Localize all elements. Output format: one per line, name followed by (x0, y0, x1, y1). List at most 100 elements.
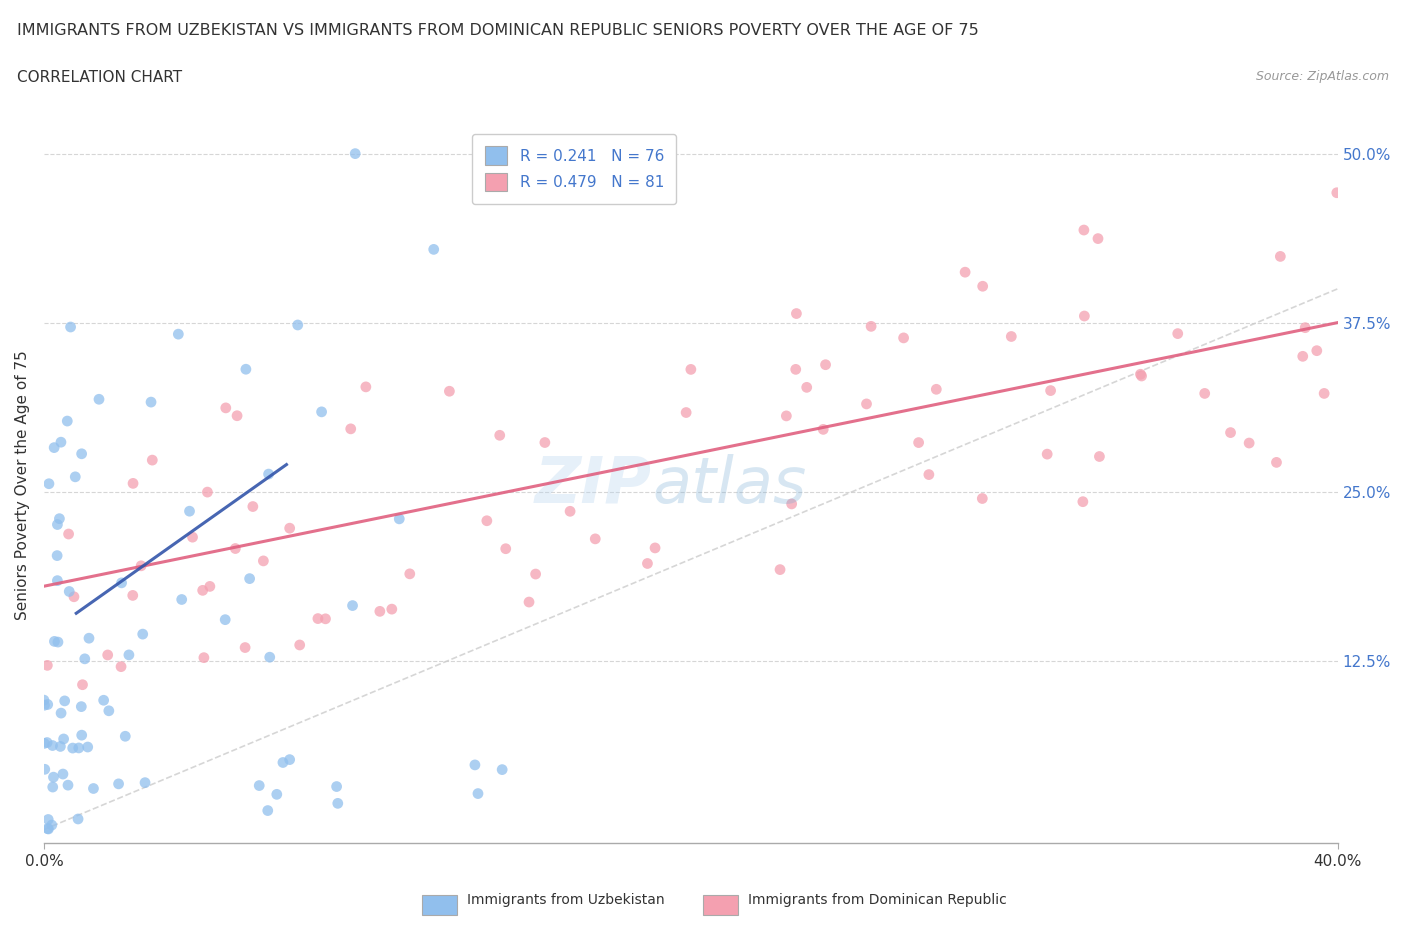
Point (37, 821, 59, 836)
Point (1306, 343, 1329, 358)
Point (134, 776, 156, 790)
Point (534, 435, 557, 450)
Point (1270, 249, 1292, 264)
Point (32, 736, 55, 751)
Point (775, 408, 797, 423)
Point (97, 703, 120, 718)
Point (344, 146, 367, 161)
Point (239, 571, 262, 586)
Point (70, 446, 93, 461)
Point (259, 650, 281, 665)
Point (56, 414, 79, 429)
Point (46, 517, 69, 532)
Point (1036, 446, 1059, 461)
Point (339, 421, 361, 436)
Point (368, 604, 391, 618)
Point (56, 777, 79, 792)
Point (34, 698, 56, 712)
Point (1313, 386, 1336, 401)
Point (278, 521, 301, 536)
Point (129, 558, 152, 573)
Point (1167, 326, 1189, 341)
Point (893, 330, 915, 345)
Point (170, 592, 193, 607)
Point (1087, 232, 1109, 246)
Point (215, 401, 238, 416)
Point (226, 408, 249, 423)
Point (58, 526, 80, 541)
Point (76, 739, 98, 754)
Point (675, 405, 697, 420)
Point (114, 729, 136, 744)
Point (475, 513, 498, 528)
Point (271, 755, 294, 770)
Point (48, 512, 70, 526)
Point (191, 583, 214, 598)
Point (644, 540, 666, 555)
Point (1194, 386, 1216, 401)
Point (233, 640, 256, 655)
Point (72, 677, 94, 692)
Point (59, 320, 82, 335)
Point (1326, 185, 1348, 200)
Point (52, 732, 75, 747)
Point (93, 693, 115, 708)
Point (62, 740, 84, 755)
Point (785, 362, 807, 377)
Text: Immigrants from Dominican Republic: Immigrants from Dominican Republic (748, 893, 1007, 907)
Point (32, 693, 55, 708)
Point (49, 706, 72, 721)
Point (278, 752, 301, 767)
Point (256, 804, 278, 818)
Point (1071, 494, 1094, 509)
Point (855, 396, 877, 411)
Point (110, 576, 132, 591)
Point (122, 476, 145, 491)
Point (193, 650, 215, 665)
Point (41, 817, 63, 832)
Point (70, 727, 93, 742)
Point (439, 384, 461, 399)
Point (524, 566, 547, 581)
Point (167, 326, 190, 341)
Point (288, 638, 311, 653)
Point (35, 735, 58, 750)
Point (1039, 383, 1062, 398)
Point (925, 382, 948, 397)
Point (242, 499, 264, 514)
Point (517, 594, 540, 609)
Point (813, 422, 835, 437)
Point (1292, 349, 1315, 364)
Point (1219, 425, 1241, 440)
Point (34, 762, 56, 777)
Point (342, 598, 364, 613)
Point (63, 590, 86, 604)
Point (44, 440, 66, 455)
Point (495, 541, 517, 556)
Point (73, 651, 96, 666)
Point (37, 658, 59, 672)
Point (488, 428, 510, 443)
Point (132, 627, 155, 642)
Point (1265, 455, 1288, 470)
Point (785, 306, 807, 321)
Text: atlas: atlas (652, 454, 806, 516)
Point (953, 265, 976, 280)
Point (67, 812, 90, 827)
Point (87, 392, 110, 406)
Point (214, 612, 236, 627)
Point (252, 553, 274, 568)
Point (1237, 435, 1260, 450)
Point (491, 763, 513, 777)
Point (1294, 320, 1316, 335)
Point (49, 434, 72, 449)
Point (381, 602, 404, 617)
Point (326, 796, 349, 811)
Legend: R = 0.241   N = 76, R = 0.479   N = 81: R = 0.241 N = 76, R = 0.479 N = 81 (472, 134, 676, 204)
Point (907, 435, 929, 450)
Point (467, 786, 489, 801)
Point (257, 467, 280, 482)
Point (139, 394, 162, 409)
Point (325, 779, 347, 794)
Point (46, 634, 69, 649)
